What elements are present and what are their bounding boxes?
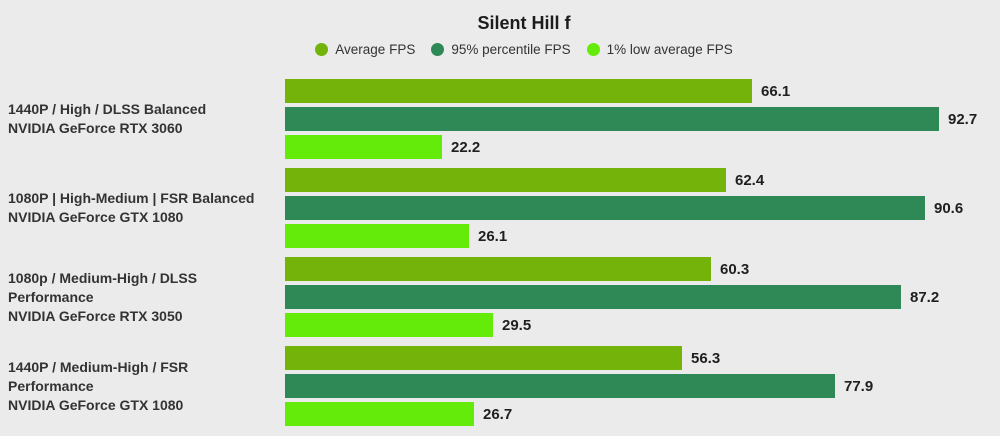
config-gpu-line: NVIDIA GeForce GTX 1080 [8,396,184,413]
legend-swatch-icon [431,42,445,56]
bar-row-avg-fps: 66.1 [285,79,1000,103]
legend-swatch-icon [315,42,329,56]
config-gpu-line: NVIDIA GeForce RTX 3050 [8,307,183,324]
benchmark-group: 1080p / Medium-High / DLSS Performance NV… [0,257,1000,337]
1-percent-low-fps-bar [285,402,474,426]
1-percent-low-fps-bar [285,224,469,248]
bar-value-label: 87.2 [910,288,940,306]
bar-value-label: 56.3 [691,349,721,367]
config-label: 1440P / High / DLSS Balanced NVIDIA GeFor… [0,79,285,159]
legend-item-avg-fps: Average FPS [315,42,415,57]
bar-value-label: 62.4 [735,171,765,189]
benchmark-group: 1080P | High-Medium | FSR Balanced NVIDIA… [0,168,1000,248]
bar-row-1-percent-low-fps: 26.1 [285,224,1000,248]
1-percent-low-fps-bar [285,135,442,159]
plot-area: 1440P / High / DLSS Balanced NVIDIA GeFor… [0,79,1000,426]
bar-row-1-percent-low-fps: 22.2 [285,135,1000,159]
bar-row-95th-percentile-fps: 87.2 [285,285,1000,309]
chart-header: Silent Hill f Average FPS 95% percentile … [0,0,1000,58]
config-settings-line: 1080P | High-Medium | FSR Balanced [8,190,255,206]
config-settings-line: 1440P / High / DLSS Balanced [8,101,207,117]
bar-row-1-percent-low-fps: 26.7 [285,402,1000,426]
bar-stack: 60.3 87.2 29.5 [285,257,1000,337]
legend-item-95th-percentile-fps: 95% percentile FPS [431,41,571,57]
95th-percentile-fps-bar [285,107,939,131]
config-label: 1080p / Medium-High / DLSS Performance NV… [0,257,285,337]
bar-row-1-percent-low-fps: 29.5 [285,313,1000,337]
benchmark-group: 1440P / High / DLSS Balanced NVIDIA GeFor… [0,79,1000,159]
config-label: 1440P / Medium-High / FSR Performance NVI… [0,346,285,426]
bar-value-label: 29.5 [502,316,532,334]
benchmark-group: 1440P / Medium-High / FSR Performance NVI… [0,346,1000,426]
bar-value-label: 90.6 [934,199,964,217]
legend-label: Average FPS [335,41,416,57]
config-label: 1080P | High-Medium | FSR Balanced NVIDIA… [0,168,285,248]
bar-stack: 56.3 77.9 26.7 [285,346,1000,426]
config-gpu-line: NVIDIA GeForce GTX 1080 [8,209,184,225]
legend-label: 1% low average FPS [606,41,733,57]
bar-value-label: 26.1 [478,227,508,245]
config-settings-line: 1080p / Medium-High / DLSS Performance [8,269,198,305]
bar-row-avg-fps: 60.3 [285,257,1000,281]
chart-title: Silent Hill f [477,13,571,33]
legend-swatch-icon [586,42,600,56]
avg-fps-bar [285,257,711,281]
bar-stack: 66.1 92.7 22.2 [285,79,1000,159]
bar-stack: 62.4 90.6 26.1 [285,168,1000,248]
bar-value-label: 26.7 [483,405,513,423]
bar-row-95th-percentile-fps: 92.7 [285,107,1000,131]
bar-row-avg-fps: 56.3 [285,346,1000,370]
config-settings-line: 1440P / Medium-High / FSR Performance [8,358,189,394]
legend: Average FPS 95% percentile FPS 1% low aver… [48,40,1000,58]
95th-percentile-fps-bar [285,196,925,220]
avg-fps-bar [285,168,726,192]
bar-row-95th-percentile-fps: 77.9 [285,374,1000,398]
bar-value-label: 92.7 [948,110,978,128]
bar-value-label: 66.1 [761,82,791,100]
bar-row-avg-fps: 62.4 [285,168,1000,192]
95th-percentile-fps-bar [285,374,835,398]
bar-value-label: 60.3 [720,260,750,278]
avg-fps-bar [285,79,752,103]
95th-percentile-fps-bar [285,285,901,309]
legend-label: 95% percentile FPS [451,41,571,57]
config-gpu-line: NVIDIA GeForce RTX 3060 [8,120,183,136]
1-percent-low-fps-bar [285,313,493,337]
bar-value-label: 77.9 [844,377,874,395]
avg-fps-bar [285,346,682,370]
legend-item-1-percent-low-fps: 1% low average FPS [586,41,733,57]
bar-value-label: 22.2 [451,138,481,156]
bar-row-95th-percentile-fps: 90.6 [285,196,1000,220]
